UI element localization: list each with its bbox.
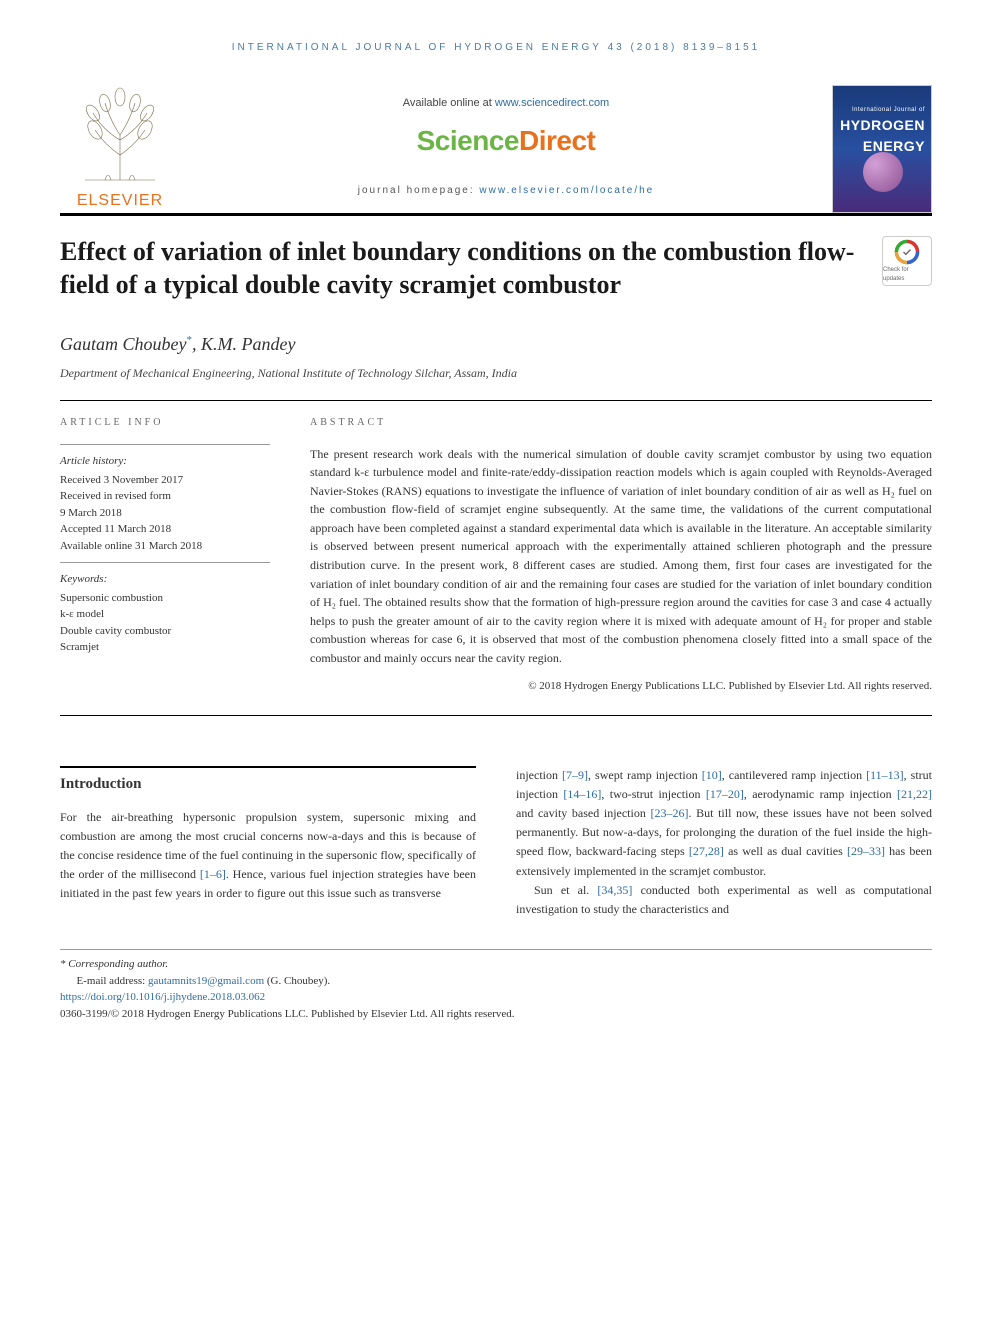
- footer: * Corresponding author. E-mail address: …: [60, 949, 932, 1022]
- ref-29-33[interactable]: [29–33]: [847, 844, 885, 858]
- ref-1-6[interactable]: [1–6]: [200, 867, 226, 881]
- journal-cover-thumbnail: International Journal of HYDROGEN ENERGY: [832, 85, 932, 213]
- available-online: Available online at www.sciencedirect.co…: [200, 95, 812, 112]
- column-left: Introduction For the air-breathing hyper…: [60, 766, 476, 920]
- ref-27-28[interactable]: [27,28]: [689, 844, 724, 858]
- email-link[interactable]: gautamnits19@gmail.com: [148, 975, 264, 987]
- ref-7-9[interactable]: [7–9]: [562, 768, 588, 782]
- body-text: Introduction For the air-breathing hyper…: [60, 766, 932, 920]
- running-header: INTERNATIONAL JOURNAL OF HYDROGEN ENERGY…: [60, 40, 932, 55]
- authors: Gautam Choubey*, K.M. Pandey: [60, 331, 932, 358]
- corresponding-author: * Corresponding author.: [60, 956, 932, 973]
- column-right: injection [7–9], swept ramp injection [1…: [516, 766, 932, 920]
- article-info-label: ARTICLE INFO: [60, 415, 270, 430]
- ref-10[interactable]: [10]: [702, 768, 722, 782]
- keywords: Supersonic combustion k-ε model Double c…: [60, 590, 270, 664]
- abstract-copyright: © 2018 Hydrogen Energy Publications LLC.…: [310, 678, 932, 695]
- sciencedirect-link[interactable]: www.sciencedirect.com: [495, 97, 609, 109]
- cover-title-hydrogen: HYDROGEN: [839, 115, 925, 136]
- ref-17-20[interactable]: [17–20]: [706, 787, 744, 801]
- check-updates-badge[interactable]: Check for updates: [882, 236, 932, 286]
- journal-header: ELSEVIER Available online at www.science…: [60, 85, 932, 216]
- abstract-text: The present research work deals with the…: [310, 445, 932, 668]
- doi-link[interactable]: https://doi.org/10.1016/j.ijhydene.2018.…: [60, 991, 265, 1003]
- history-head: Article history:: [60, 444, 270, 470]
- article-history: Received 3 November 2017 Received in rev…: [60, 472, 270, 563]
- publisher-logo: ELSEVIER: [60, 85, 180, 213]
- publisher-name: ELSEVIER: [77, 189, 163, 213]
- ref-14-16[interactable]: [14–16]: [563, 787, 601, 801]
- cover-graphic: [863, 152, 903, 192]
- ref-21-22[interactable]: [21,22]: [897, 787, 932, 801]
- affiliation: Department of Mechanical Engineering, Na…: [60, 364, 932, 382]
- abstract: ABSTRACT The present research work deals…: [310, 415, 932, 695]
- ref-11-13[interactable]: [11–13]: [866, 768, 904, 782]
- journal-homepage: journal homepage: www.elsevier.com/locat…: [200, 183, 812, 198]
- intro-heading: Introduction: [60, 766, 476, 796]
- keywords-head: Keywords:: [60, 562, 270, 588]
- ref-23-26[interactable]: [23–26]: [650, 806, 688, 820]
- elsevier-tree-icon: [75, 85, 165, 185]
- issn-copyright: 0360-3199/© 2018 Hydrogen Energy Publica…: [60, 1006, 932, 1023]
- header-center: Available online at www.sciencedirect.co…: [180, 85, 832, 213]
- article-title: Effect of variation of inlet boundary co…: [60, 236, 862, 301]
- journal-homepage-link[interactable]: www.elsevier.com/locate/he: [479, 185, 654, 196]
- article-info: ARTICLE INFO Article history: Received 3…: [60, 415, 270, 695]
- check-updates-icon: [893, 238, 921, 266]
- sciencedirect-logo: ScienceDirect: [200, 120, 812, 162]
- abstract-label: ABSTRACT: [310, 415, 932, 431]
- ref-34-35[interactable]: [34,35]: [597, 883, 632, 897]
- email-label: E-mail address:: [77, 975, 148, 987]
- cover-subtitle: International Journal of: [839, 106, 925, 115]
